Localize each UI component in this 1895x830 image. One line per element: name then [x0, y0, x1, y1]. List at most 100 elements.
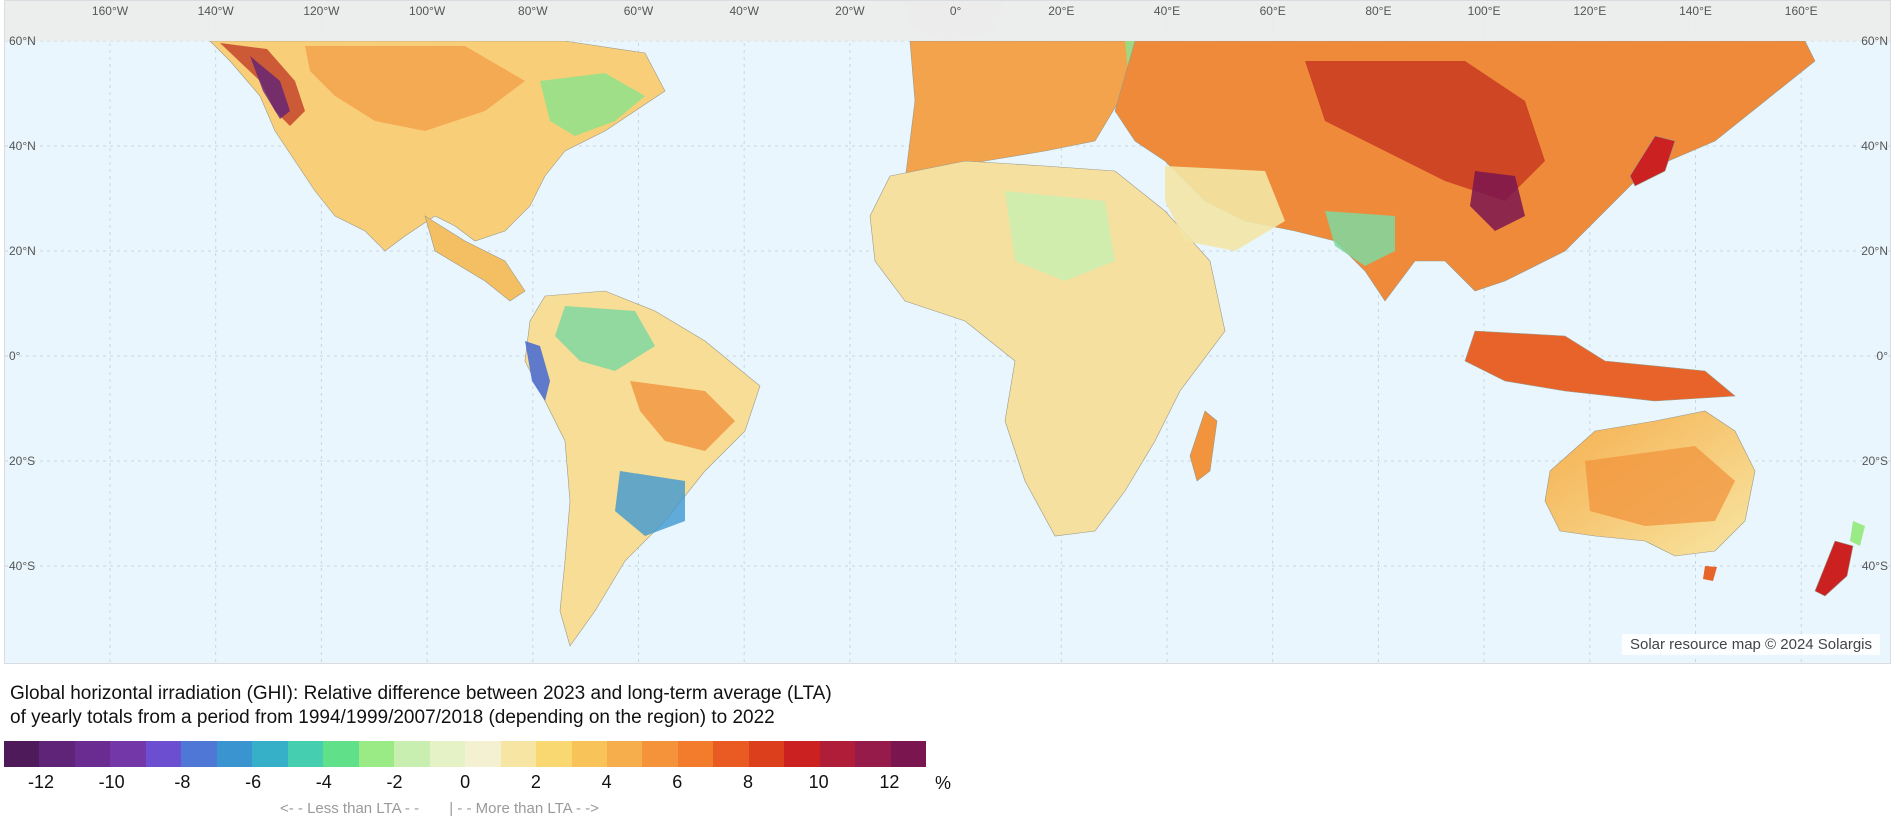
- legend-swatch: [216, 741, 253, 767]
- legend-swatch: [323, 741, 359, 767]
- latitude-label: 20°N: [9, 244, 36, 258]
- china-extreme: [1470, 171, 1525, 231]
- more-than-lta-note: - - More than LTA - ->: [457, 800, 599, 817]
- latitude-label: 40°N: [9, 139, 36, 153]
- latitude-label: 60°N: [1861, 34, 1888, 48]
- longitude-label: 100°E: [1468, 4, 1501, 18]
- central-america: [424, 215, 526, 302]
- legend-swatch: [819, 741, 856, 767]
- africa-green-belt: [1005, 191, 1115, 281]
- longitude-label: 40°E: [1154, 4, 1180, 18]
- legend-swatch: [74, 741, 111, 767]
- legend-swatch: [4, 741, 40, 767]
- south-america-orange-east: [630, 381, 735, 451]
- legend-swatch: [571, 741, 607, 767]
- legend-tick-label: 6: [672, 772, 683, 792]
- legend-swatch: [465, 741, 501, 767]
- latitude-label: 40°S: [1862, 559, 1888, 573]
- longitude-label: 40°W: [729, 4, 759, 18]
- legend-tick-label: 8: [742, 772, 754, 792]
- legend-swatch: [287, 741, 324, 767]
- japan: [1629, 135, 1676, 187]
- longitude-label: 160°E: [1785, 4, 1818, 18]
- middle-east: [1165, 166, 1285, 251]
- legend-tick-label: 12: [879, 772, 900, 792]
- legend-tick-label: -8: [174, 772, 191, 792]
- legend-tick-labels: -12 -10 -8 -6 -4 -2 0 2 4 6 8 10 12: [4, 772, 964, 796]
- longitude-label: 140°E: [1679, 4, 1712, 18]
- legend-swatch: [145, 741, 182, 767]
- legend-tick-label: -6: [245, 772, 262, 792]
- north-america-west-extreme: [250, 56, 290, 119]
- longitude-label: 80°E: [1365, 4, 1391, 18]
- india-green: [1325, 211, 1395, 266]
- legend-tick-label: -10: [98, 772, 125, 792]
- new-zealand: [1814, 540, 1854, 597]
- legend-swatch: [500, 741, 537, 767]
- caption-line-2: of yearly totals from a period from 1994…: [10, 707, 775, 728]
- legend-swatch: [784, 741, 820, 767]
- legend-swatch: [39, 741, 75, 767]
- legend-swatch: [642, 741, 678, 767]
- legend-swatch: [110, 741, 146, 767]
- legend-swatch: [748, 741, 785, 767]
- south-america-west-coast: [525, 341, 550, 401]
- legend-unit: %: [935, 773, 952, 793]
- longitude-label: 20°W: [835, 4, 865, 18]
- legend-swatch: [394, 741, 430, 767]
- africa: [869, 160, 1226, 537]
- legend-swatch: [252, 741, 288, 767]
- legend-tick-label: 2: [530, 772, 541, 792]
- latitude-label: 0°: [9, 349, 21, 363]
- polar-mask: [5, 1, 1890, 41]
- legend-tick-label: 10: [808, 772, 829, 792]
- longitude-label: 0°: [950, 4, 962, 18]
- legend-swatch: [677, 741, 714, 767]
- land-masses: [209, 1, 1865, 647]
- australia-orange-core: [1585, 446, 1735, 526]
- new-zealand-north: [1850, 521, 1865, 546]
- latitude-label: 40°S: [9, 559, 35, 573]
- longitude-label: 80°W: [518, 4, 548, 18]
- legend-swatch: [181, 741, 217, 767]
- legend-swatch: [855, 741, 891, 767]
- map-panel: 160°W 140°W 120°W 100°W 80°W 60°W 40°W 20°W 0° 20…: [4, 0, 1891, 664]
- caption-line-1: Global horizontal irradiation (GHI): Rel…: [10, 683, 832, 704]
- madagascar: [1189, 410, 1218, 482]
- legend-swatch: [429, 741, 466, 767]
- latitude-label: 40°N: [1861, 139, 1888, 153]
- latitude-labels: 60°N 60°N 40°N 40°N 20°N 20°N 0° 0° 20°S 20°S 40°S…: [9, 34, 1888, 573]
- legend-tick-label: 4: [601, 772, 612, 792]
- longitude-label: 140°W: [198, 4, 235, 18]
- less-than-lta-note: <- - Less than LTA - -: [280, 800, 420, 817]
- legend-tick-label: -2: [386, 772, 403, 792]
- longitude-label: 120°W: [303, 4, 340, 18]
- asia-red-core: [1305, 61, 1545, 201]
- legend-swatch: [358, 741, 395, 767]
- south-america-blue-south: [615, 471, 685, 536]
- latitude-label: 20°S: [9, 454, 35, 468]
- longitude-label: 160°W: [92, 4, 129, 18]
- latitude-label: 0°: [1877, 349, 1889, 363]
- north-america-green: [540, 73, 645, 136]
- tasmania: [1703, 566, 1717, 581]
- latitude-label: 60°N: [9, 34, 36, 48]
- legend-tick-label: 0: [460, 772, 471, 792]
- legend-notes: <- - Less than LTA - - | - - More than L…: [280, 800, 599, 817]
- longitude-label: 60°E: [1260, 4, 1286, 18]
- longitude-label: 60°W: [624, 4, 654, 18]
- legend-swatch: [606, 741, 643, 767]
- latitude-label: 20°S: [1862, 454, 1888, 468]
- graticule: [5, 1, 1890, 663]
- legend-swatch: [890, 741, 927, 767]
- indonesia: [1464, 330, 1736, 402]
- legend-swatch: [713, 741, 749, 767]
- legend-tick-label: -4: [315, 772, 332, 792]
- longitude-label: 120°E: [1573, 4, 1606, 18]
- legend-separator: |: [449, 800, 454, 817]
- longitude-label: 100°W: [409, 4, 446, 18]
- north-america-orange: [305, 46, 525, 131]
- legend-tick-label: -12: [27, 772, 55, 792]
- legend-color-bar: [4, 741, 927, 767]
- map-caption: Global horizontal irradiation (GHI): Rel…: [10, 682, 832, 730]
